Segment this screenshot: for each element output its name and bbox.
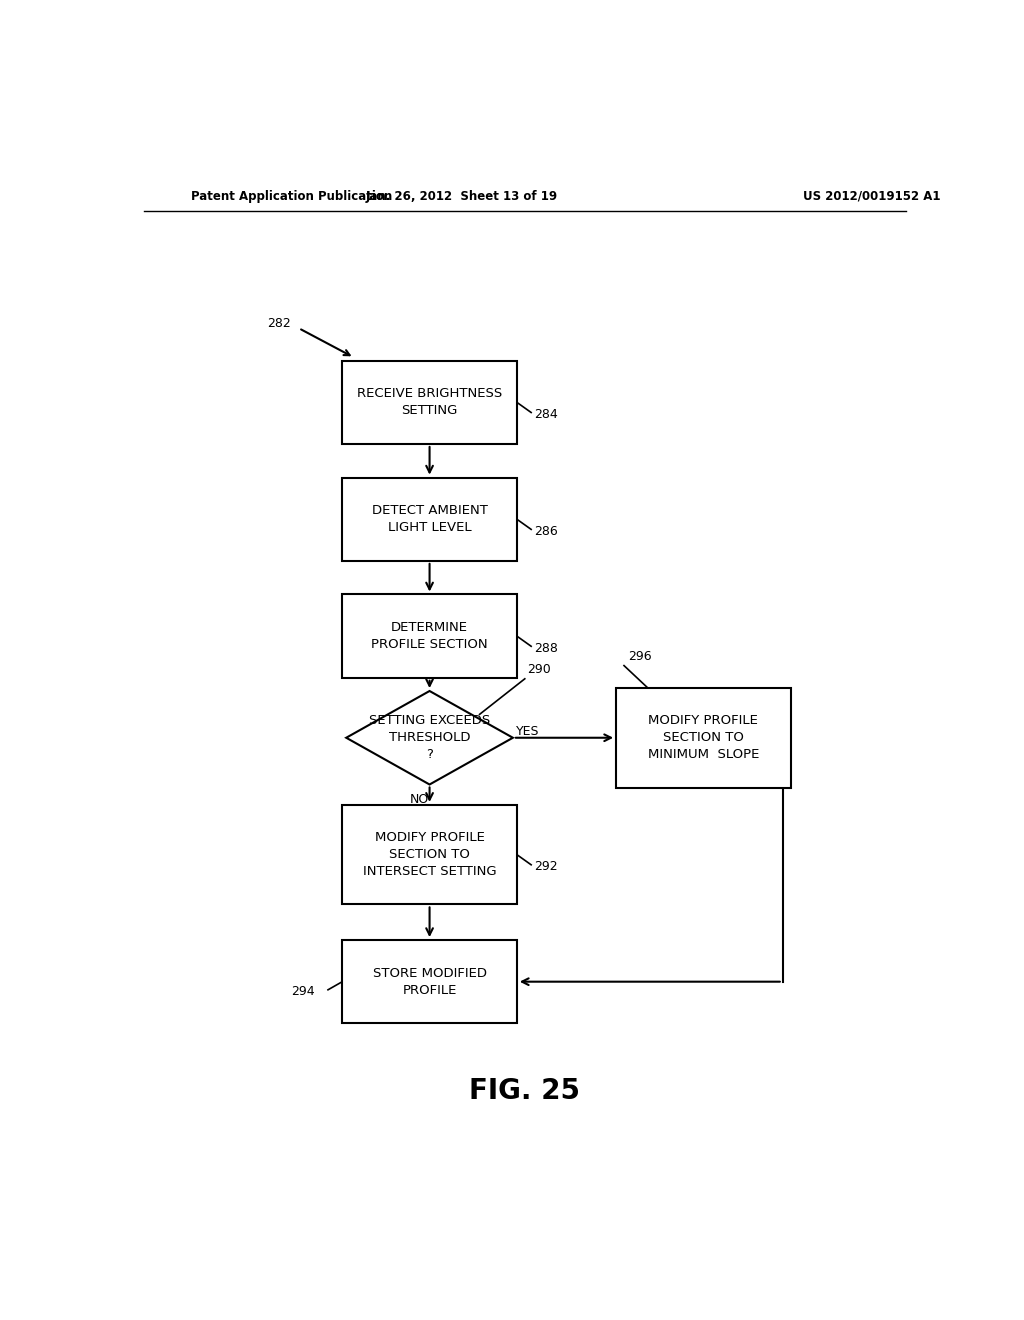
Text: NO: NO — [410, 792, 429, 805]
Text: Patent Application Publication: Patent Application Publication — [191, 190, 393, 202]
Text: FIG. 25: FIG. 25 — [469, 1077, 581, 1105]
Text: 290: 290 — [527, 663, 551, 676]
Text: STORE MODIFIED
PROFILE: STORE MODIFIED PROFILE — [373, 966, 486, 997]
Text: 284: 284 — [535, 408, 558, 421]
Text: Jan. 26, 2012  Sheet 13 of 19: Jan. 26, 2012 Sheet 13 of 19 — [366, 190, 557, 202]
FancyBboxPatch shape — [342, 594, 517, 677]
Text: 296: 296 — [628, 649, 651, 663]
Text: SETTING EXCEEDS
THRESHOLD
?: SETTING EXCEEDS THRESHOLD ? — [369, 714, 490, 762]
FancyBboxPatch shape — [342, 360, 517, 444]
FancyBboxPatch shape — [616, 688, 791, 788]
Text: DETERMINE
PROFILE SECTION: DETERMINE PROFILE SECTION — [372, 622, 487, 651]
Text: 282: 282 — [267, 317, 291, 330]
Text: RECEIVE BRIGHTNESS
SETTING: RECEIVE BRIGHTNESS SETTING — [357, 387, 502, 417]
Text: MODIFY PROFILE
SECTION TO
INTERSECT SETTING: MODIFY PROFILE SECTION TO INTERSECT SETT… — [362, 832, 497, 878]
FancyBboxPatch shape — [342, 805, 517, 904]
Text: 292: 292 — [535, 861, 558, 874]
Text: 286: 286 — [535, 525, 558, 539]
Text: DETECT AMBIENT
LIGHT LEVEL: DETECT AMBIENT LIGHT LEVEL — [372, 504, 487, 535]
FancyBboxPatch shape — [342, 940, 517, 1023]
Text: YES: YES — [516, 725, 540, 738]
Text: 294: 294 — [291, 985, 314, 998]
Text: US 2012/0019152 A1: US 2012/0019152 A1 — [803, 190, 940, 202]
FancyBboxPatch shape — [342, 478, 517, 561]
Polygon shape — [346, 690, 513, 784]
Text: 288: 288 — [535, 642, 558, 655]
Text: MODIFY PROFILE
SECTION TO
MINIMUM  SLOPE: MODIFY PROFILE SECTION TO MINIMUM SLOPE — [647, 714, 759, 762]
